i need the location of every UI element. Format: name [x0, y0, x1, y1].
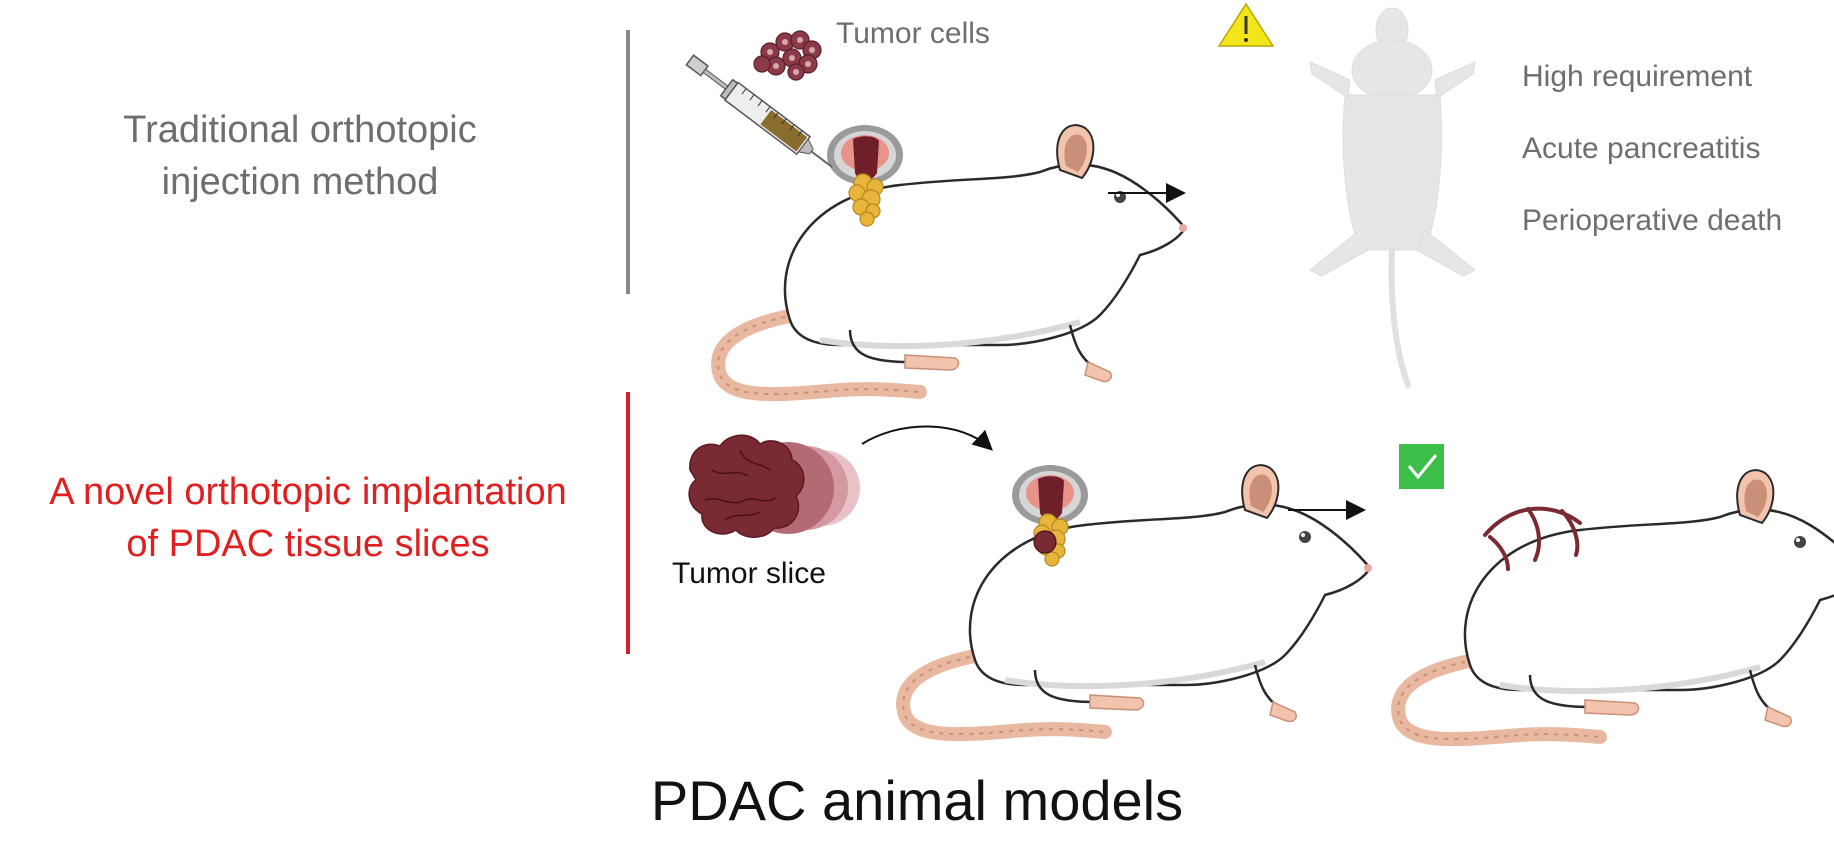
dead-mouse-illustration — [1309, 7, 1476, 388]
syringe-icon — [685, 54, 833, 168]
warning-icon — [1217, 2, 1275, 47]
healed-mouse-illustration — [1398, 470, 1834, 739]
novel-method-title: A novel orthotopic implantation of PDAC … — [0, 466, 616, 570]
footer-caption: PDAC animal models — [650, 769, 1184, 832]
tumor-cells-icon — [753, 30, 822, 81]
outcome-item: Perioperative death — [1522, 204, 1783, 237]
novel-title-line2: of PDAC tissue slices — [126, 523, 490, 565]
traditional-title-line1: Traditional orthotopic — [123, 109, 477, 151]
outcome-item: High requirement — [1522, 60, 1753, 93]
tumor-slice-label: Tumor slice — [672, 557, 826, 590]
injected-mouse-illustration — [718, 125, 1187, 394]
implanted-mouse-illustration — [903, 465, 1372, 734]
traditional-title-line2: injection method — [161, 161, 439, 203]
traditional-method-title: Traditional orthotopic injection method — [60, 104, 540, 208]
traditional-outcomes-list: High requirement Acute pancreatitis Peri… — [1522, 60, 1782, 276]
tumor-slice-icon — [688, 434, 860, 538]
check-icon — [1399, 444, 1444, 489]
tumor-cells-label: Tumor cells — [836, 17, 990, 50]
curved-arrow-icon — [861, 425, 993, 451]
novel-title-line1: A novel orthotopic implantation — [49, 471, 567, 513]
outcome-item: Acute pancreatitis — [1522, 132, 1761, 165]
